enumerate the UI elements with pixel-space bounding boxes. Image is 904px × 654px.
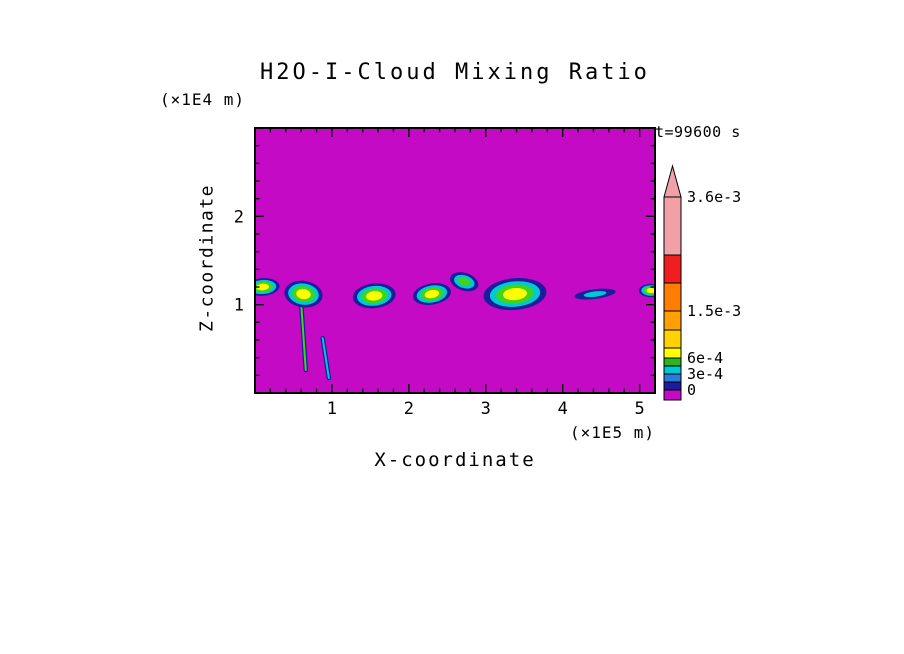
y-tick-label: 1 [234,296,244,316]
colorbar-segment [663,365,682,375]
colorbar-segment [663,373,682,383]
axis-ticks: 1 2 3 4 5 1 2 [234,127,656,419]
y-axis-label: Z-coordinate [196,183,218,333]
cloud-blob-layer [646,288,655,294]
colorbar-label: 3e-4 [687,365,723,383]
cloud-blob-layer [457,277,471,286]
cloud-blob-layer [296,288,311,300]
colorbar-pennant [663,164,682,198]
y-axis-units: (×1E4 m) [160,90,246,109]
cloud-blob-layer [424,289,440,299]
colorbar-label: 6e-4 [687,349,723,367]
cloud-blobs [255,272,655,381]
colorbar-segment [663,254,682,284]
chart-title: H2O-I-Cloud Mixing Ratio [260,60,650,85]
colorbar-label: 0 [687,381,696,399]
colorbar-segment [663,329,682,349]
cloud-blob-layer [256,283,270,291]
x-axis-label: X-coordinate [374,449,536,471]
colorbar-segment [663,357,682,367]
cloud-streak-core [321,337,330,379]
x-tick-label: 1 [327,399,337,419]
cloud-streak-core [300,301,307,372]
cloud-blob-layer [503,287,527,301]
colorbar-segment [663,381,682,391]
x-axis-units: (×1E5 m) [569,423,656,442]
cloud-blob-layer [366,291,383,301]
colorbar-segment [663,282,682,312]
cloud-blob-layer [583,291,607,298]
colorbar-segment [663,196,682,256]
colorbar-segment [663,389,682,401]
x-tick-label: 2 [404,399,414,419]
time-annotation: t=99600 s [655,123,741,141]
y-tick-label: 2 [234,207,244,227]
colorbar: 3.6e-3 1.5e-3 6e-43e-40 [663,164,741,401]
x-tick-label: 5 [634,399,644,419]
colorbar-label: 1.5e-3 [687,302,741,320]
colorbar-segment [663,347,682,359]
heatmap-background [255,128,655,393]
colorbar-label: 3.6e-3 [687,188,741,206]
x-tick-label: 3 [481,399,491,419]
colorbar-segment [663,310,682,331]
x-tick-label: 4 [558,399,568,419]
